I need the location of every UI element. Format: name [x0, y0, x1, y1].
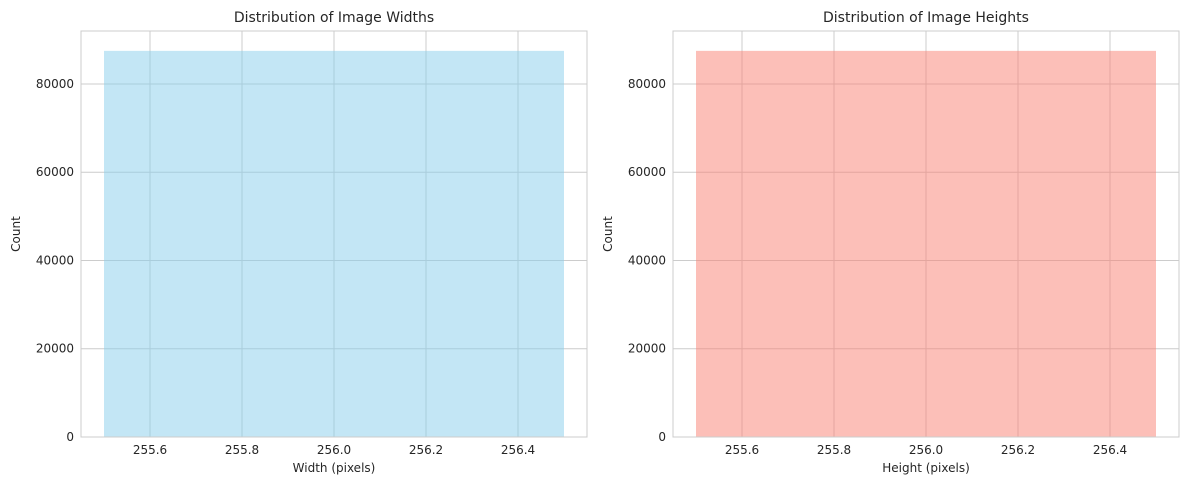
height-axes-frame	[672, 30, 1180, 438]
height-y-tick-label: 60000	[628, 165, 666, 179]
width-chart-title: Distribution of Image Widths	[234, 10, 434, 26]
width-y-tick-label: 0	[66, 430, 74, 444]
width-x-tick-label: 256.4	[501, 443, 535, 457]
width-x-tick-label: 256.0	[317, 443, 351, 457]
height-x-tick-label: 256.2	[1001, 443, 1035, 457]
height-y-tick-label: 20000	[628, 342, 666, 356]
height-x-axis-label: Height (pixels)	[882, 461, 970, 475]
width-y-tick-label: 40000	[36, 253, 74, 267]
width-x-tick-label: 256.2	[409, 443, 443, 457]
height-histogram-panel: 255.6 255.8 256.0 256.2 256.4 0 20000 40000 6000…	[601, 10, 1180, 475]
width-histogram-panel: 255.6 255.8 256.0 256.2 256.4 0 20000 40000 6000…	[9, 10, 588, 475]
height-x-tick-label: 256.4	[1093, 443, 1127, 457]
width-y-tick-label: 20000	[36, 342, 74, 356]
height-y-tick-label: 40000	[628, 253, 666, 267]
height-chart-title: Distribution of Image Heights	[823, 10, 1029, 26]
height-x-tick-label: 256.0	[909, 443, 943, 457]
width-histogram-bar-0	[104, 50, 564, 437]
width-x-tick-label: 255.8	[225, 443, 259, 457]
height-y-tick-label: 0	[658, 430, 666, 444]
width-y-tick-label: 80000	[36, 77, 74, 91]
height-y-axis-label: Count	[601, 216, 615, 252]
height-histogram-bar-0	[696, 50, 1156, 437]
width-axes-frame	[80, 30, 588, 438]
height-y-tick-label: 80000	[628, 77, 666, 91]
height-x-tick-label: 255.6	[725, 443, 759, 457]
width-x-axis-label: Width (pixels)	[293, 461, 376, 475]
width-y-axis-label: Count	[9, 216, 23, 252]
width-x-tick-label: 255.6	[133, 443, 167, 457]
height-x-tick-label: 255.8	[817, 443, 851, 457]
width-y-tick-label: 60000	[36, 165, 74, 179]
